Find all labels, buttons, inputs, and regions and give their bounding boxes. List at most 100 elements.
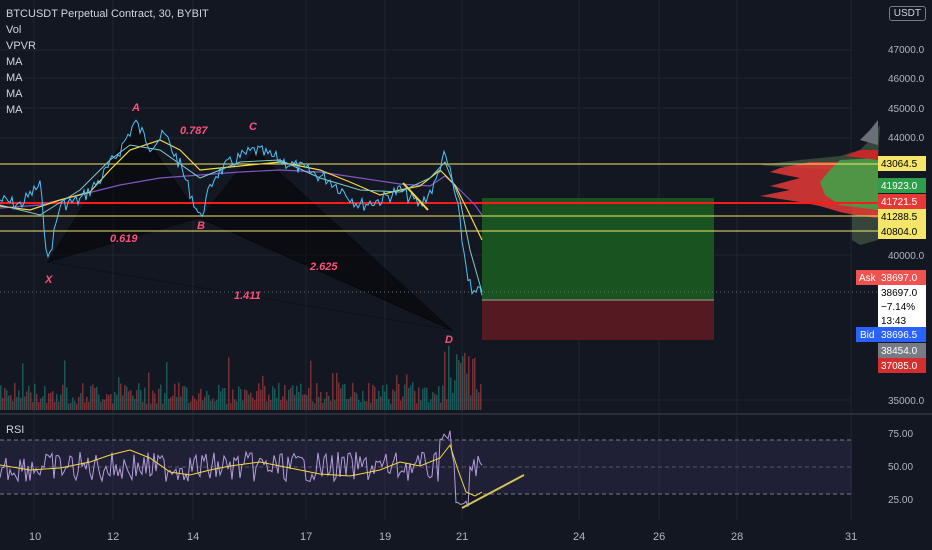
volume-bar: [84, 402, 86, 410]
volume-bar: [48, 393, 50, 410]
volume-bar: [330, 400, 332, 410]
volume-bar: [252, 397, 254, 410]
volume-bar: [460, 362, 462, 410]
volume-bar: [16, 396, 18, 410]
indicator-ma[interactable]: MA: [6, 56, 23, 68]
trendline-price[interactable]: [402, 182, 429, 211]
volume-bar: [98, 394, 100, 410]
volume-bar: [144, 387, 146, 410]
volume-bar: [258, 383, 260, 410]
volume-bar: [232, 389, 234, 410]
volume-bar: [476, 389, 478, 410]
volume-bar: [188, 403, 190, 410]
volume-bar: [478, 392, 480, 410]
price-change-label: −7.14%: [881, 302, 915, 313]
rsi-axis-label: 50.00: [888, 462, 913, 473]
volume-bar: [244, 389, 246, 410]
volume-bar: [62, 384, 64, 410]
volume-bar: [78, 396, 80, 410]
volume-bar: [404, 384, 406, 410]
volume-bar: [92, 384, 94, 410]
profit-zone[interactable]: [482, 198, 714, 300]
price-tag-label: 40804.0: [881, 227, 918, 238]
volume-bar: [2, 397, 4, 410]
volume-bar: [272, 386, 274, 410]
symbol-title[interactable]: BTCUSDT Perpetual Contract, 30, BYBIT: [6, 8, 209, 20]
volume-bar: [196, 400, 198, 410]
volume-bar: [436, 394, 438, 410]
indicator-ma[interactable]: MA: [6, 104, 23, 116]
pattern-label-a: A: [131, 102, 140, 114]
volume-bar: [148, 372, 150, 410]
volume-bar: [36, 394, 38, 410]
time-axis-label: 28: [731, 531, 743, 543]
volume-bar: [456, 354, 458, 410]
volume-bar: [320, 392, 322, 410]
price-tag-label: 38696.5: [881, 330, 918, 341]
volume-bar: [40, 398, 42, 410]
volume-bar: [402, 396, 404, 410]
currency-button[interactable]: USDT: [888, 6, 926, 21]
rsi-pane[interactable]: [0, 430, 852, 509]
volume-bar: [382, 384, 384, 410]
price-tag-label: 38697.0: [881, 288, 918, 299]
volume-bar: [246, 390, 248, 410]
volume-bar: [28, 385, 30, 410]
price-axis-label: 40000.0: [888, 251, 925, 262]
volume-bar: [226, 403, 228, 410]
pattern-label-d: D: [445, 334, 453, 346]
indicator-ma[interactable]: MA: [6, 88, 23, 100]
volume-bar: [236, 401, 238, 410]
volume-bar: [454, 380, 456, 410]
volume-bar: [38, 402, 40, 410]
volume-bar: [312, 401, 314, 410]
indicator-vpvr[interactable]: VPVR: [6, 40, 36, 52]
volume-bar: [342, 384, 344, 410]
volume-bar: [50, 392, 52, 410]
volume-bar: [224, 388, 226, 410]
volume-bar: [200, 388, 202, 410]
indicator-ma[interactable]: MA: [6, 72, 23, 84]
volume-bar: [96, 386, 98, 410]
volume-bar: [168, 398, 170, 410]
volume-bar: [56, 393, 58, 410]
volume-bar: [424, 387, 426, 410]
volume-bar: [362, 390, 364, 410]
volume-bar: [194, 398, 196, 410]
time-axis-label: 31: [845, 531, 857, 543]
volume-bar: [422, 388, 424, 410]
volume-bar: [310, 360, 312, 410]
rsi-trendline[interactable]: [461, 474, 525, 509]
volume-bar: [104, 399, 106, 410]
volume-bar: [102, 399, 104, 410]
volume-bar: [108, 395, 110, 410]
price-axis-label: 44000.0: [888, 133, 925, 144]
rsi-indicator-label[interactable]: RSI: [6, 424, 25, 436]
rsi-axis-label: 75.00: [888, 429, 913, 440]
volume-bar: [74, 400, 76, 410]
volume-bar: [240, 389, 242, 410]
volume-bar: [206, 390, 208, 410]
time-axis-label: 17: [300, 531, 312, 543]
volume-bar: [162, 403, 164, 410]
volume-bar: [416, 403, 418, 410]
volume-bar: [262, 375, 264, 410]
horizontal-levels[interactable]: [0, 163, 878, 232]
volume-bar: [132, 395, 134, 410]
volume-bar: [8, 395, 10, 410]
indicator-vol[interactable]: Vol: [6, 24, 22, 36]
volume-bar: [202, 400, 204, 410]
volume-bar: [334, 400, 336, 410]
chart-legend: BTCUSDT Perpetual Contract, 30, BYBIT Vo…: [6, 6, 209, 118]
volume-bar: [4, 387, 6, 410]
ratio-label-0787: 0.787: [180, 125, 208, 137]
volume-bar: [210, 400, 212, 410]
ratio-label-1411: 1.411: [234, 290, 261, 302]
volume-bar: [10, 394, 12, 410]
bid-label: Bid: [860, 330, 874, 341]
loss-zone[interactable]: [482, 300, 714, 340]
volume-bar: [396, 374, 398, 410]
volume-bar: [138, 383, 140, 410]
volume-bar: [12, 401, 14, 410]
